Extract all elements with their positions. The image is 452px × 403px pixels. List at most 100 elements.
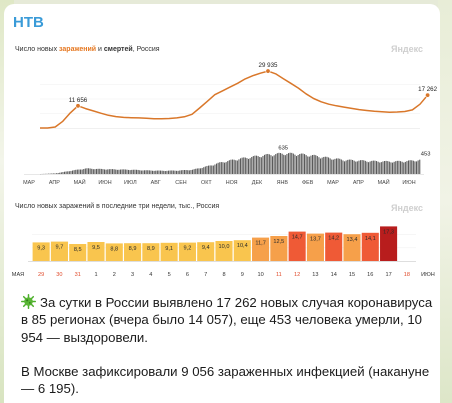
deaths-bar <box>254 155 256 174</box>
deaths-bar <box>241 157 243 174</box>
deaths-bar <box>372 160 374 174</box>
line-chart-title: Число новых заражений и смертей, Россия <box>15 46 160 53</box>
deaths-bar <box>200 168 202 174</box>
deaths-bar <box>393 161 395 174</box>
deaths-bar <box>168 170 170 174</box>
deaths-bar <box>384 161 386 174</box>
deaths-bar <box>155 170 157 174</box>
background-right <box>438 0 452 403</box>
deaths-bar <box>408 160 410 174</box>
deaths-bar <box>336 158 338 174</box>
deaths-bar <box>270 155 272 174</box>
deaths-bar <box>124 169 126 174</box>
deaths-bar <box>190 170 192 174</box>
deaths-bar <box>100 168 102 174</box>
deaths-bar <box>209 165 211 174</box>
x-tick-label: ИЮЛ <box>124 180 137 186</box>
bar <box>178 242 196 261</box>
deaths-bar <box>158 170 160 174</box>
deaths-bar <box>230 159 232 174</box>
deaths-bar <box>396 160 398 174</box>
cases-peak-label: 17 262 <box>418 86 437 93</box>
yandex-watermark-2: Яндекс <box>391 203 424 213</box>
deaths-bar <box>406 161 408 174</box>
deaths-bar <box>89 168 91 174</box>
day-label: 18 <box>404 272 410 278</box>
deaths-bar <box>153 170 155 174</box>
deaths-bar <box>92 169 94 174</box>
deaths-bar <box>108 169 110 174</box>
bar-value-label: 9,3 <box>37 245 45 251</box>
bar <box>270 236 288 261</box>
cases-peak-label: 29 935 <box>259 62 278 69</box>
deaths-bar <box>267 153 269 174</box>
x-tick-label: ИЮН <box>402 180 415 186</box>
bar-value-label: 9,7 <box>56 245 64 251</box>
deaths-bar <box>57 173 59 174</box>
bar-value-label: 11,7 <box>255 241 265 247</box>
deaths-bar <box>176 170 178 174</box>
deaths-bar <box>299 154 301 174</box>
message-card: НТВ Число новых заражений и смертей, Рос… <box>4 4 440 403</box>
deaths-bar <box>94 169 96 174</box>
x-tick-label: МАЙ <box>74 178 86 186</box>
deaths-bar <box>56 173 58 174</box>
deaths-bar <box>216 163 218 174</box>
bar <box>233 240 251 261</box>
title-mid: и <box>96 46 104 53</box>
title-pre: Число новых <box>15 46 60 53</box>
x-tick-label: МАР <box>327 180 339 186</box>
deaths-bar <box>128 169 130 174</box>
day-label: 4 <box>149 272 152 278</box>
deaths-bar <box>374 160 376 174</box>
message-paragraph-2: В Москве зафиксировали 9 056 зараженных … <box>21 363 430 397</box>
deaths-bar <box>320 158 322 174</box>
deaths-bar <box>412 160 414 174</box>
deaths-bar <box>387 161 389 174</box>
deaths-bar <box>212 165 214 174</box>
channel-name[interactable]: НТВ <box>13 14 44 31</box>
deaths-bar <box>220 162 222 174</box>
day-label: 14 <box>331 272 337 278</box>
deaths-bar <box>110 169 112 174</box>
deaths-bar <box>164 171 166 174</box>
day-label: 2 <box>113 272 116 278</box>
deaths-bar <box>252 156 254 174</box>
cases-peak-point <box>75 103 81 109</box>
deaths-bar <box>67 171 69 174</box>
deaths-bar <box>342 160 344 174</box>
bar <box>380 226 398 261</box>
bar-value-label: 8,5 <box>74 247 82 253</box>
deaths-bar <box>136 169 138 174</box>
deaths-bar <box>308 156 310 174</box>
deaths-bar <box>361 160 363 174</box>
bar-value-label: 9,4 <box>202 245 210 251</box>
deaths-bar <box>256 155 258 174</box>
day-label: 29 <box>38 272 44 278</box>
deaths-bar <box>262 155 264 174</box>
deaths-bar <box>260 157 262 174</box>
deaths-bar <box>52 173 54 174</box>
deaths-bar <box>60 172 62 174</box>
bar-value-label: 13,7 <box>310 237 321 243</box>
deaths-bar <box>356 161 358 174</box>
deaths-bar <box>201 167 203 174</box>
x-tick-label: АПР <box>49 180 60 186</box>
deaths-bar <box>353 160 355 174</box>
deaths-bar <box>272 156 274 174</box>
deaths-bar <box>174 170 176 174</box>
deaths-bar <box>142 170 144 174</box>
deaths-bar <box>238 159 240 174</box>
deaths-bar <box>232 159 234 174</box>
deaths-bar <box>208 165 210 174</box>
bar <box>50 241 68 261</box>
title-post: , Россия <box>132 46 160 53</box>
x-tick-label: АВГ <box>151 180 161 186</box>
deaths-bar <box>302 153 304 174</box>
deaths-last-label: 453 <box>421 151 431 157</box>
day-label: 12 <box>294 272 300 278</box>
x-tick-label: НОЯ <box>226 180 238 186</box>
deaths-bar <box>376 161 378 174</box>
day-label: 3 <box>131 272 134 278</box>
deaths-bar <box>217 162 219 174</box>
